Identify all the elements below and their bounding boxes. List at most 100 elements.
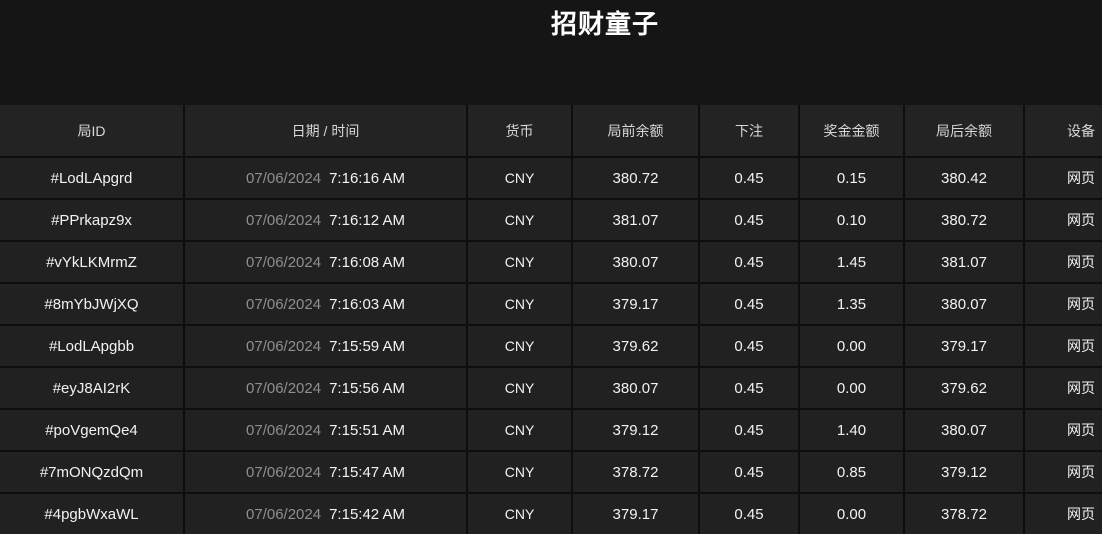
cell-time: 7:15:47 AM <box>329 463 405 481</box>
cell-bet: 0.45 <box>700 368 798 408</box>
cell-balance_after: 380.72 <box>905 200 1023 240</box>
cell-balance_before: 379.12 <box>573 410 698 450</box>
cell-win: 0.10 <box>800 200 903 240</box>
cell-balance_after: 378.72 <box>905 494 1023 534</box>
cell-bet: 0.45 <box>700 410 798 450</box>
cell-win: 0.15 <box>800 158 903 198</box>
cell-win: 0.85 <box>800 452 903 492</box>
cell-currency: CNY <box>468 284 571 324</box>
cell-balance_after: 381.07 <box>905 242 1023 282</box>
cell-id: #vYkLKMrmZ <box>0 242 183 282</box>
column-header-datetime: 日期 / 时间 <box>185 105 466 156</box>
cell-time: 7:16:16 AM <box>329 169 405 187</box>
cell-currency: CNY <box>468 410 571 450</box>
cell-time: 7:16:12 AM <box>329 211 405 229</box>
cell-currency: CNY <box>468 368 571 408</box>
cell-device: 网页 <box>1025 494 1102 534</box>
cell-time: 7:15:56 AM <box>329 379 405 397</box>
cell-win: 1.35 <box>800 284 903 324</box>
cell-id: #poVgemQe4 <box>0 410 183 450</box>
cell-date: 07/06/2024 <box>246 337 322 355</box>
cell-time: 7:15:59 AM <box>329 337 405 355</box>
column-header-bet: 下注 <box>700 105 798 156</box>
cell-time: 7:15:42 AM <box>329 505 405 523</box>
history-table: 局ID 日期 / 时间 货币 局前余额 下注 奖金金额 局后余额 设备 #LodLApgrd 07… <box>0 105 1102 534</box>
cell-balance_before: 380.07 <box>573 242 698 282</box>
cell-date: 07/06/2024 <box>246 463 322 481</box>
cell-bet: 0.45 <box>700 158 798 198</box>
cell-balance_after: 379.17 <box>905 326 1023 366</box>
cell-win: 1.40 <box>800 410 903 450</box>
cell-device: 网页 <box>1025 284 1102 324</box>
cell-time: 7:16:03 AM <box>329 295 405 313</box>
title-band: 招财童子 <box>0 0 1102 105</box>
cell-balance_before: 379.17 <box>573 494 698 534</box>
cell-datetime: 07/06/2024 7:15:51 AM <box>185 410 466 450</box>
cell-balance_after: 380.07 <box>905 284 1023 324</box>
cell-date: 07/06/2024 <box>246 211 322 229</box>
cell-datetime: 07/06/2024 7:15:47 AM <box>185 452 466 492</box>
cell-date: 07/06/2024 <box>246 295 322 313</box>
cell-datetime: 07/06/2024 7:15:59 AM <box>185 326 466 366</box>
cell-date: 07/06/2024 <box>246 253 322 271</box>
cell-bet: 0.45 <box>700 452 798 492</box>
cell-device: 网页 <box>1025 200 1102 240</box>
cell-balance_after: 379.62 <box>905 368 1023 408</box>
cell-id: #LodLApgrd <box>0 158 183 198</box>
cell-balance_before: 379.17 <box>573 284 698 324</box>
column-header-device: 设备 <box>1025 105 1102 156</box>
cell-device: 网页 <box>1025 452 1102 492</box>
column-header-balance_before: 局前余额 <box>573 105 698 156</box>
cell-id: #8mYbJWjXQ <box>0 284 183 324</box>
cell-datetime: 07/06/2024 7:16:08 AM <box>185 242 466 282</box>
cell-datetime: 07/06/2024 7:16:16 AM <box>185 158 466 198</box>
cell-win: 1.45 <box>800 242 903 282</box>
cell-date: 07/06/2024 <box>246 421 322 439</box>
cell-device: 网页 <box>1025 158 1102 198</box>
cell-date: 07/06/2024 <box>246 379 322 397</box>
cell-balance_before: 379.62 <box>573 326 698 366</box>
cell-bet: 0.45 <box>700 242 798 282</box>
cell-date: 07/06/2024 <box>246 169 322 187</box>
cell-date: 07/06/2024 <box>246 505 322 523</box>
cell-id: #PPrkapz9x <box>0 200 183 240</box>
cell-currency: CNY <box>468 200 571 240</box>
cell-device: 网页 <box>1025 368 1102 408</box>
cell-win: 0.00 <box>800 368 903 408</box>
page-title: 招财童子 <box>550 9 659 39</box>
cell-currency: CNY <box>468 158 571 198</box>
cell-balance_before: 378.72 <box>573 452 698 492</box>
cell-id: #eyJ8AI2rK <box>0 368 183 408</box>
cell-bet: 0.45 <box>700 494 798 534</box>
cell-id: #4pgbWxaWL <box>0 494 183 534</box>
cell-balance_after: 379.12 <box>905 452 1023 492</box>
cell-bet: 0.45 <box>700 200 798 240</box>
cell-currency: CNY <box>468 326 571 366</box>
cell-datetime: 07/06/2024 7:15:56 AM <box>185 368 466 408</box>
cell-balance_before: 381.07 <box>573 200 698 240</box>
column-header-id: 局ID <box>0 105 183 156</box>
cell-datetime: 07/06/2024 7:15:42 AM <box>185 494 466 534</box>
cell-balance_before: 380.07 <box>573 368 698 408</box>
cell-device: 网页 <box>1025 242 1102 282</box>
cell-device: 网页 <box>1025 410 1102 450</box>
cell-id: #7mONQzdQm <box>0 452 183 492</box>
cell-time: 7:15:51 AM <box>329 421 405 439</box>
cell-balance_after: 380.07 <box>905 410 1023 450</box>
cell-id: #LodLApgbb <box>0 326 183 366</box>
cell-bet: 0.45 <box>700 284 798 324</box>
cell-currency: CNY <box>468 494 571 534</box>
cell-balance_after: 380.42 <box>905 158 1023 198</box>
cell-bet: 0.45 <box>700 326 798 366</box>
cell-balance_before: 380.72 <box>573 158 698 198</box>
column-header-win: 奖金金额 <box>800 105 903 156</box>
column-header-balance_after: 局后余额 <box>905 105 1023 156</box>
cell-time: 7:16:08 AM <box>329 253 405 271</box>
cell-datetime: 07/06/2024 7:16:12 AM <box>185 200 466 240</box>
cell-datetime: 07/06/2024 7:16:03 AM <box>185 284 466 324</box>
cell-win: 0.00 <box>800 326 903 366</box>
column-header-currency: 货币 <box>468 105 571 156</box>
cell-currency: CNY <box>468 452 571 492</box>
cell-currency: CNY <box>468 242 571 282</box>
cell-win: 0.00 <box>800 494 903 534</box>
